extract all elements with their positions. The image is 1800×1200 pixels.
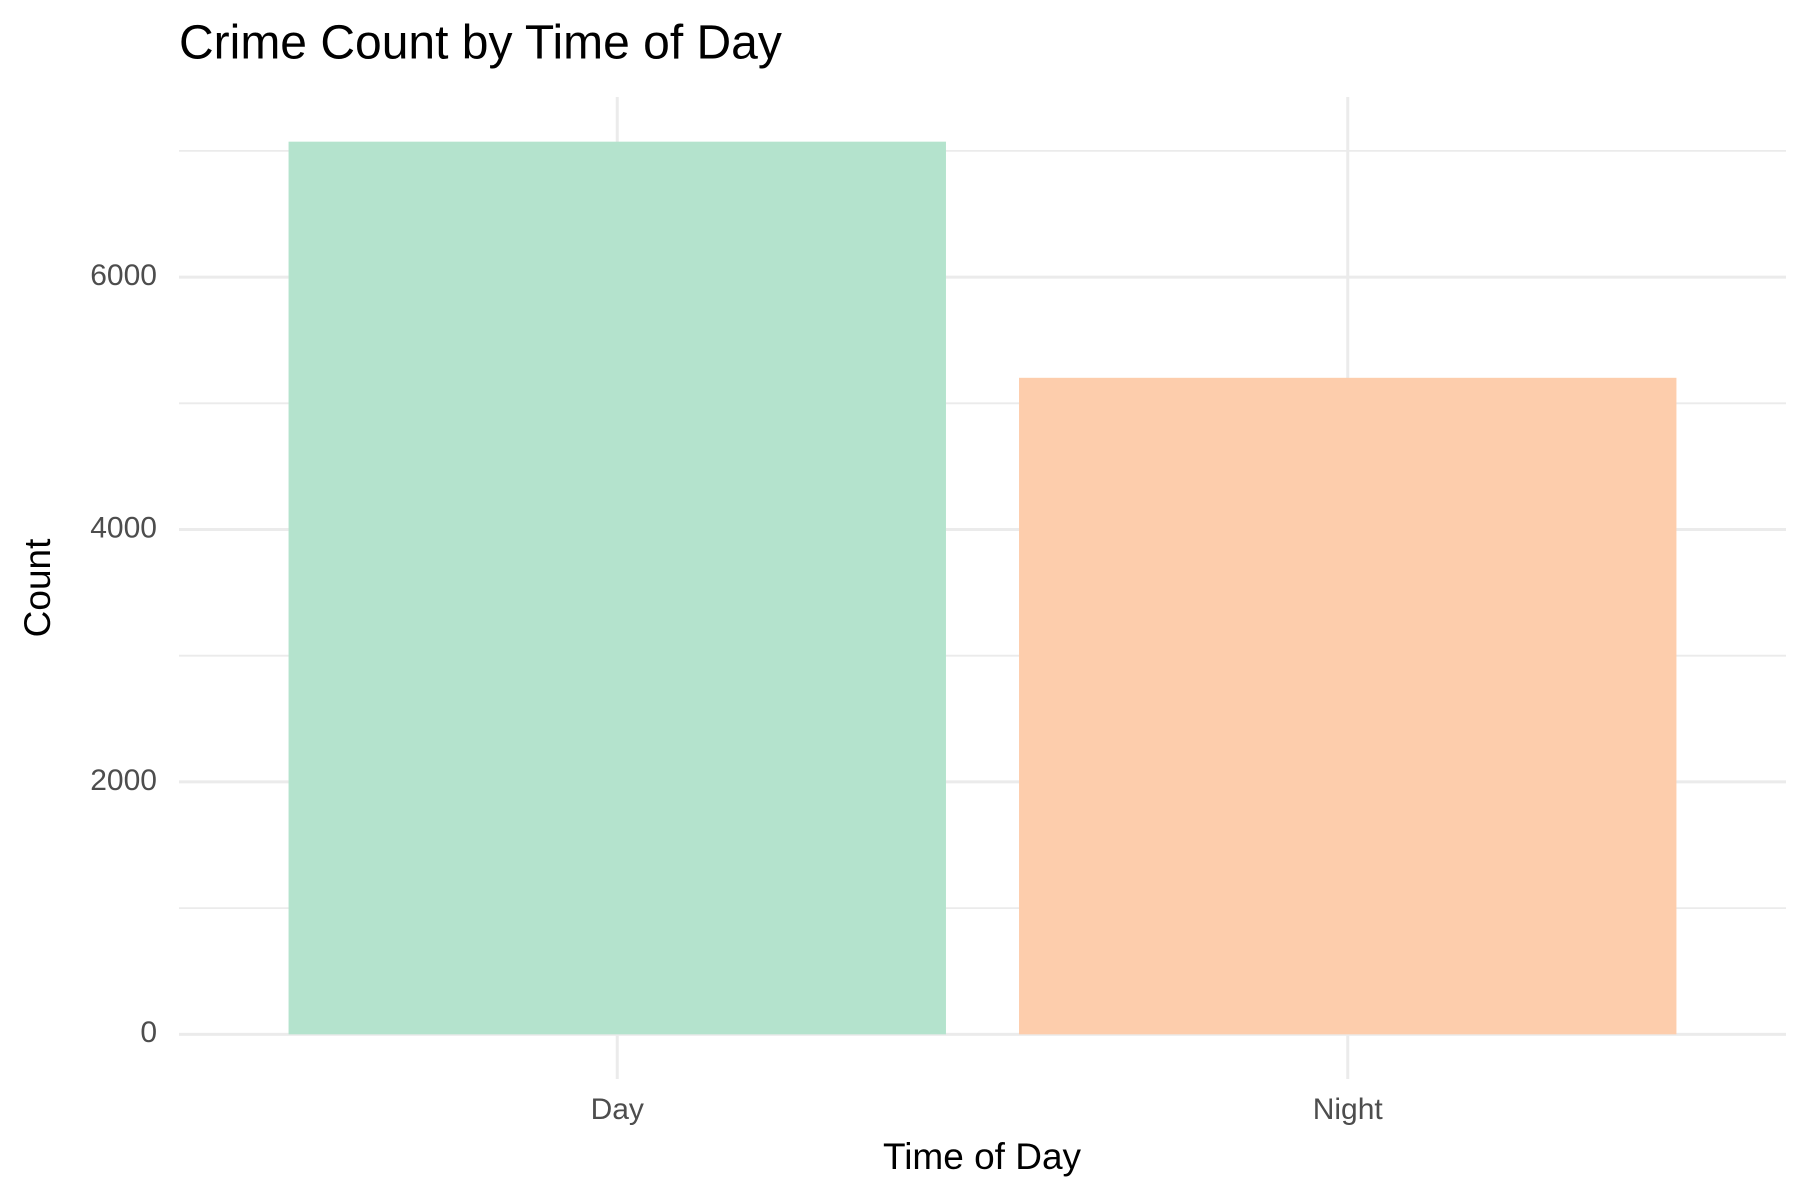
x-axis-title: Time of Day — [883, 1136, 1082, 1177]
x-tick-label: Day — [591, 1093, 644, 1126]
bar — [1019, 377, 1677, 1035]
y-tick-label: 2000 — [90, 764, 157, 797]
x-tick-label: Night — [1313, 1093, 1384, 1126]
y-tick-label: 4000 — [90, 511, 157, 544]
bar — [288, 141, 946, 1035]
y-axis-title: Count — [17, 538, 58, 637]
chart-title: Crime Count by Time of Day — [179, 17, 782, 70]
y-tick-label: 6000 — [90, 259, 157, 292]
y-tick-label: 0 — [140, 1016, 157, 1049]
